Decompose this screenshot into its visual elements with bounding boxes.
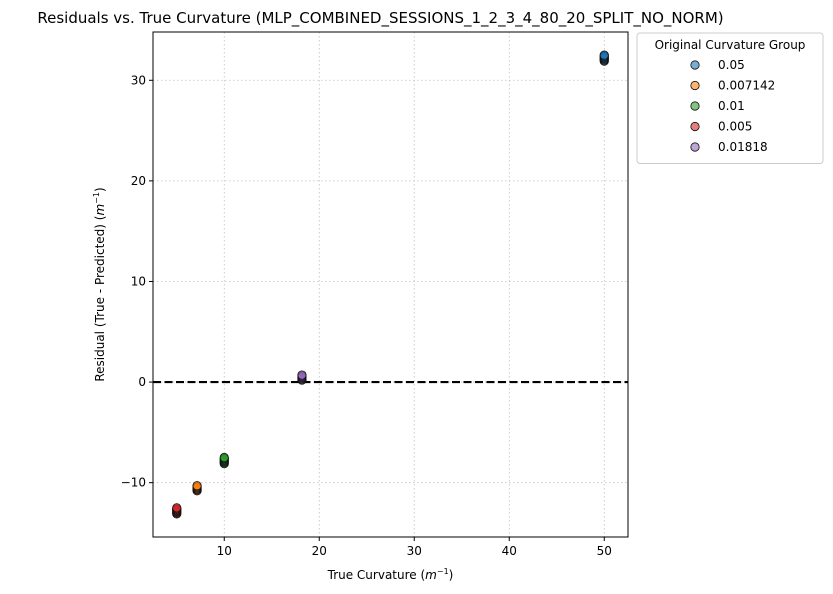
x-tick-label: 40 — [502, 544, 517, 558]
ticks-layer: 10 20 30 40 50 −10 0 10 20 30 — [121, 73, 612, 558]
y-axis-label-main: Residual (True - Predicted) ( — [93, 216, 107, 382]
legend-marker — [690, 142, 700, 152]
legend-title: Original Curvature Group — [655, 38, 806, 52]
legend-items: 0.05 0.007142 0.01 0.005 0.01818 — [690, 58, 775, 154]
series-0.05 — [599, 50, 609, 66]
series-0.005 — [172, 503, 182, 519]
legend: Original Curvature Group 0.050.0071420.0… — [636, 32, 824, 164]
y-tick-label: −10 — [121, 476, 146, 490]
legend-label: 0.01 — [718, 99, 745, 113]
y-tick-label: 10 — [131, 274, 146, 288]
y-axis-label-sup: −1 — [92, 192, 101, 204]
points-layer — [172, 50, 609, 519]
y-tick-label: 0 — [138, 375, 146, 389]
y-axis-label: Residual (True - Predicted) (m−1) — [92, 187, 107, 381]
legend-marker — [690, 60, 700, 70]
plot-frame — [152, 31, 629, 538]
data-point — [192, 481, 202, 491]
x-axis-label-unit: m — [425, 568, 437, 582]
x-axis-label-end: ) — [449, 568, 454, 582]
x-tick-label: 20 — [312, 544, 327, 558]
x-axis-label-sup: −1 — [437, 567, 449, 576]
data-point — [172, 503, 182, 513]
x-tick-label: 10 — [217, 544, 232, 558]
y-axis-label-unit: m — [93, 204, 107, 216]
x-axis-label-main: True Curvature ( — [327, 568, 426, 582]
y-axis-label-end: ) — [93, 187, 107, 192]
data-point — [219, 452, 229, 463]
legend-marker — [690, 80, 700, 91]
chart-title: Residuals vs. True Curvature (MLP_COMBIN… — [37, 9, 723, 28]
legend-label: 0.05 — [718, 58, 745, 72]
series-0.01818 — [297, 370, 307, 385]
legend-label: 0.007142 — [718, 79, 775, 93]
data-point — [599, 50, 609, 60]
y-tick-label: 20 — [131, 174, 146, 188]
y-tick-label: 30 — [131, 73, 146, 87]
legend-marker — [690, 121, 700, 132]
x-axis-label: True Curvature (m−1) — [327, 567, 454, 582]
data-point — [297, 370, 307, 380]
x-tick-label: 50 — [597, 544, 612, 558]
series-0.01 — [219, 452, 229, 469]
legend-marker — [690, 101, 700, 111]
legend-label: 0.01818 — [718, 140, 768, 154]
series-0.007142 — [192, 481, 202, 496]
x-tick-label: 30 — [407, 544, 422, 558]
legend-box — [636, 32, 824, 164]
legend-label: 0.005 — [718, 120, 752, 134]
